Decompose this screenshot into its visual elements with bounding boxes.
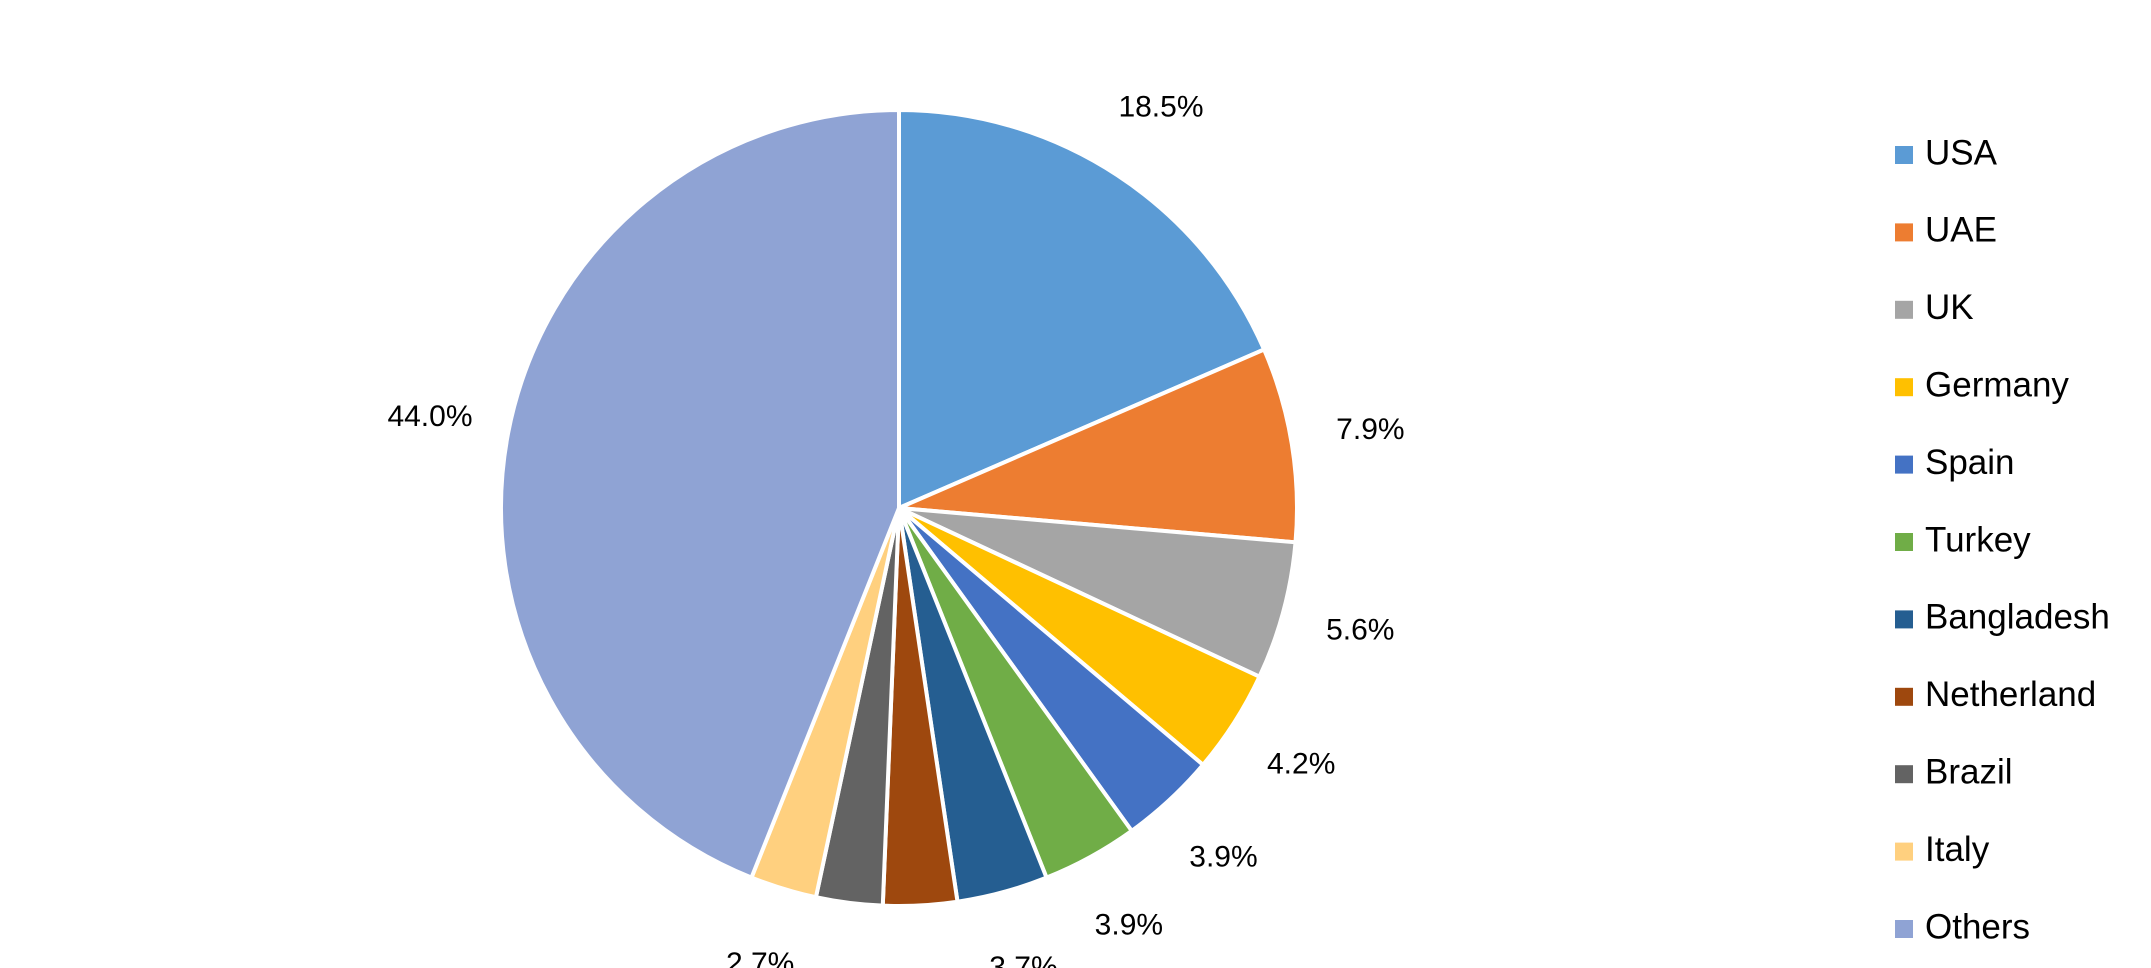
legend-label: Italy (1925, 830, 1990, 869)
legend-label: Bangladesh (1925, 598, 2110, 637)
legend-label: Netherland (1925, 675, 2096, 714)
legend-label: UK (1925, 288, 1974, 327)
legend-label: Turkey (1925, 520, 2031, 559)
data-label: 3.9% (1189, 840, 1257, 873)
data-label: 7.9% (1336, 413, 1404, 446)
legend-label: Others (1925, 907, 2030, 946)
legend-swatch (1895, 842, 1913, 861)
legend-label: Brazil (1925, 752, 2013, 791)
pie-slice (897, 506, 1298, 679)
data-label: 44.0% (387, 400, 472, 433)
legend-swatch (1895, 223, 1913, 242)
legend-swatch (1895, 146, 1913, 164)
legend-swatch (1895, 687, 1913, 706)
legend-swatch (1895, 920, 1913, 938)
legend-swatch (1895, 610, 1913, 629)
data-label: 5.6% (1326, 614, 1394, 647)
data-label: 18.5% (1118, 91, 1203, 124)
pie-slice (897, 347, 1299, 545)
legend-swatch (1895, 300, 1913, 319)
legend-label: USA (1925, 133, 1998, 172)
legend-label: UAE (1925, 211, 1997, 250)
legend-swatch (1895, 533, 1913, 551)
legend-swatch (1895, 455, 1913, 474)
data-label: 2.7% (805, 964, 873, 968)
legend-label: Germany (1925, 365, 2069, 404)
data-label: 3.9% (1095, 909, 1163, 942)
pie-slice (897, 108, 1267, 510)
pie-slice (499, 108, 901, 880)
legend-swatch (1895, 378, 1913, 397)
data-label: 3.7% (989, 951, 1057, 968)
data-label: 2.7% (726, 947, 794, 968)
legend-swatch (1895, 765, 1913, 784)
legend-label: Spain (1925, 443, 2015, 482)
data-label: 3.0% (890, 967, 958, 968)
data-label: 4.2% (1267, 748, 1335, 781)
